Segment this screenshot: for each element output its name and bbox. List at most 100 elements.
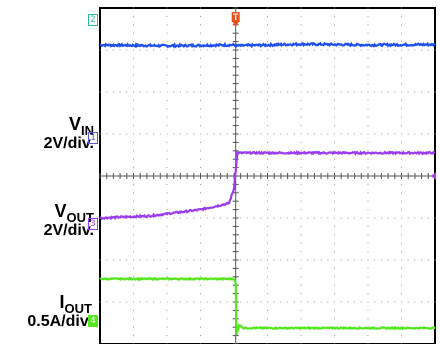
grid-dot (300, 293, 302, 295)
grid-dot (401, 57, 402, 59)
grid-dot (401, 217, 402, 219)
grid-dot (200, 217, 201, 219)
grid-dot (166, 335, 168, 337)
grid-dot (267, 141, 268, 143)
grid-dot (401, 133, 402, 135)
grid-dot (106, 91, 108, 93)
grid-dot (186, 49, 188, 51)
trace-channel-2 (99, 41, 436, 49)
grid-dot (387, 133, 389, 135)
grid-dot (213, 49, 215, 51)
grid-dot (206, 217, 208, 219)
grid-dot (267, 242, 268, 244)
grid-dot (186, 259, 188, 261)
grid-dot (367, 167, 369, 169)
grid-dot (401, 259, 402, 261)
grid-dot (253, 301, 255, 303)
grid-dot (166, 150, 168, 152)
grid-dot (320, 91, 322, 93)
grid-dot (267, 99, 268, 101)
grid-dot (133, 24, 134, 26)
grid-dot (394, 49, 396, 51)
grid-dot (320, 301, 322, 303)
grid-dot (287, 133, 289, 135)
grid-dot (334, 7, 335, 9)
grid-dot (354, 301, 356, 303)
grid-dot (300, 183, 302, 185)
grid-dot (300, 335, 302, 337)
grid-dot (139, 217, 141, 219)
grid-dot (334, 108, 335, 110)
grid-dot (287, 49, 289, 51)
grid-dot (133, 309, 134, 311)
grid-dot (200, 66, 201, 68)
grid-dot (387, 301, 389, 303)
grid-dot (133, 318, 134, 320)
grid-dot (166, 158, 168, 160)
grid-dot (334, 15, 335, 17)
grid-dot (273, 133, 275, 135)
grid-dot (139, 49, 141, 51)
grid-dot (401, 150, 402, 152)
grid-dot (166, 116, 168, 118)
grid-dot (334, 225, 335, 227)
grid-dot (220, 91, 222, 93)
grid-dot (340, 301, 342, 303)
grid-dot (300, 318, 302, 320)
grid-dot (139, 91, 141, 93)
grid-dot (380, 217, 382, 219)
grid-dot (159, 49, 161, 51)
grid-dot (334, 284, 335, 286)
grid-dot (354, 259, 356, 261)
grid-dot (293, 49, 295, 51)
grid-dot (367, 284, 369, 286)
grid-dot (367, 83, 369, 85)
grid-dot (133, 225, 134, 227)
grid-dot (133, 32, 134, 34)
grid-dot (401, 309, 402, 311)
grid-dot (133, 74, 134, 76)
graticule (99, 7, 436, 344)
grid-dot (407, 217, 409, 219)
grid-dot (159, 133, 161, 135)
grid-dot (380, 133, 382, 135)
grid-dot (280, 91, 282, 93)
grid-dot (287, 91, 289, 93)
grid-dot (300, 251, 302, 253)
grid-dot (380, 91, 382, 93)
grid-dot (367, 24, 369, 26)
label-vin: VIN 2V/div. (22, 115, 94, 152)
grid-dot (401, 125, 402, 127)
grid-dot (367, 259, 369, 261)
grid-dot (133, 276, 134, 278)
grid-dot (300, 108, 302, 110)
grid-dot (166, 83, 168, 85)
grid-dot (119, 49, 121, 51)
grid-dot (267, 83, 268, 85)
grid-dot (133, 267, 134, 269)
grid-dot (300, 141, 302, 143)
grid-dot (166, 99, 168, 101)
grid-dot (427, 217, 429, 219)
grid-dot (200, 276, 201, 278)
grid-dot (200, 158, 201, 160)
grid-dot (133, 209, 134, 211)
grid-dot (434, 301, 436, 303)
grid-dot (200, 318, 201, 320)
grid-dot (206, 301, 208, 303)
grid-dot (200, 326, 201, 328)
grid-dot (367, 125, 369, 127)
grid-dot (394, 91, 396, 93)
grid-dot (334, 267, 335, 269)
grid-dot (334, 91, 335, 93)
grid-dot (407, 133, 409, 135)
grid-dot (401, 242, 402, 244)
grid-dot (387, 49, 389, 51)
grid-dot (367, 49, 369, 51)
grid-dot (334, 309, 335, 311)
grid-dot (166, 301, 168, 303)
grid-dot (300, 309, 302, 311)
markers: T (231, 12, 436, 180)
grid-dot (133, 15, 134, 17)
grid-dot (166, 251, 168, 253)
